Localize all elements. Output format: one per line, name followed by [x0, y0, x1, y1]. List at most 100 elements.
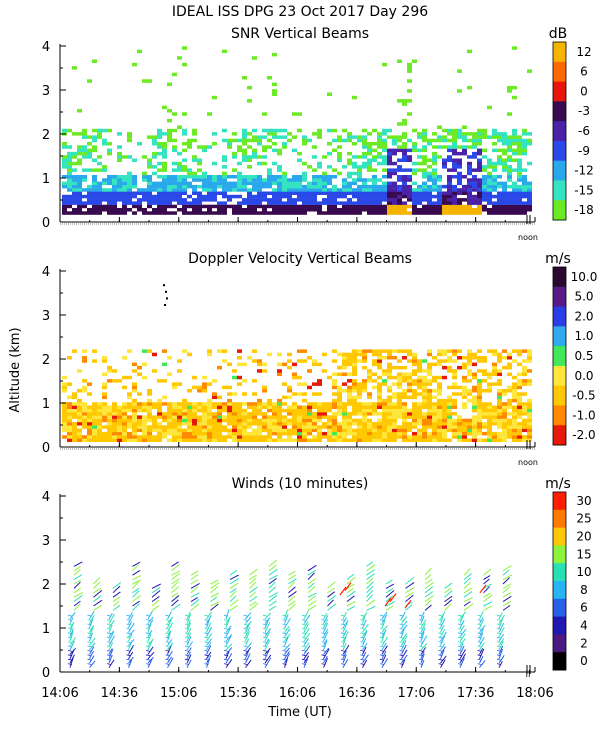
snr-cell: [262, 135, 267, 139]
wind-barb: [225, 625, 232, 633]
snr-cell: [232, 184, 237, 189]
doppler-cell: [517, 385, 522, 390]
doppler-cell: [312, 438, 317, 442]
doppler-cell: [347, 438, 352, 442]
panel-1-unit: dB: [549, 26, 568, 42]
snr-cell: [212, 132, 217, 136]
snr-cell: [362, 128, 367, 133]
snr-cell: [132, 204, 137, 209]
snr-cell: [187, 181, 192, 186]
snr-cell: [77, 132, 82, 136]
doppler-cell: [147, 438, 152, 442]
wind-barb: [381, 619, 386, 629]
snr-cell: [257, 178, 262, 182]
snr-cell: [407, 191, 412, 195]
snr-cell: [237, 211, 242, 215]
snr-cell: [422, 194, 427, 199]
snr-cell: [412, 194, 417, 199]
snr-cell: [337, 194, 342, 199]
snr-cell: [387, 171, 392, 176]
doppler-cell: [527, 425, 532, 429]
y-tick-label: 2: [42, 353, 50, 368]
wind-barb-tick: [87, 623, 92, 626]
doppler-cell: [127, 435, 132, 439]
doppler-cell: [117, 418, 122, 423]
doppler-cell: [202, 422, 207, 426]
doppler-cell: [242, 418, 247, 423]
snr-cell: [292, 175, 297, 179]
doppler-cell: [222, 415, 227, 419]
wind-barb: [327, 603, 337, 611]
y-tick-label: 3: [42, 534, 50, 549]
doppler-cell: [442, 359, 447, 363]
wind-barb-tick: [321, 650, 326, 652]
wind-barb: [108, 642, 114, 651]
doppler-cell: [212, 431, 217, 436]
doppler-cell: [417, 405, 422, 409]
snr-cell: [352, 201, 357, 205]
snr-cell: [457, 69, 462, 73]
snr-cell: [372, 201, 377, 205]
doppler-cell: [97, 418, 102, 423]
doppler-cell: [232, 422, 237, 426]
snr-cell: [472, 138, 477, 143]
snr-cell: [82, 175, 87, 179]
wind-barb-strong: [389, 593, 397, 602]
snr-cell: [442, 158, 447, 162]
doppler-cell: [327, 375, 332, 380]
snr-cell: [492, 194, 497, 199]
snr-cell: [207, 208, 212, 212]
doppler-cell: [442, 422, 447, 426]
snr-cell: [362, 138, 367, 143]
snr-cell: [182, 208, 187, 212]
wind-barb-tick: [165, 663, 170, 665]
doppler-cell: [487, 405, 492, 409]
snr-cell: [457, 89, 462, 93]
snr-cell: [422, 128, 427, 133]
snr-cell: [277, 211, 282, 215]
wind-barb: [381, 625, 389, 633]
doppler-cell: [447, 438, 452, 442]
doppler-cell: [267, 405, 272, 409]
snr-cell: [442, 165, 447, 169]
snr-cell: [277, 194, 282, 199]
snr-cell: [467, 204, 472, 209]
doppler-cell: [507, 356, 512, 360]
snr-cell: [87, 188, 92, 192]
snr-cell: [482, 155, 487, 159]
snr-cell: [357, 194, 362, 199]
doppler-cell: [337, 352, 342, 357]
doppler-cell: [427, 412, 432, 416]
doppler-cell: [122, 385, 127, 390]
doppler-cell: [137, 405, 142, 409]
snr-cell: [127, 198, 132, 202]
doppler-cell: [237, 418, 242, 423]
snr-cell: [527, 198, 532, 202]
doppler-cell: [397, 412, 402, 416]
snr-cell: [277, 175, 282, 179]
wind-barb: [108, 624, 113, 633]
snr-cell: [237, 148, 242, 153]
snr-cell: [237, 171, 242, 176]
wind-barb: [284, 658, 289, 668]
wind-barb: [151, 583, 161, 589]
snr-cell: [272, 132, 277, 136]
snr-cell: [352, 188, 357, 192]
panel-3-noon-marker: ll: [525, 670, 530, 680]
snr-cell: [127, 178, 132, 182]
doppler-cell: [142, 408, 147, 413]
wind-barb: [459, 657, 465, 668]
snr-cell: [382, 132, 387, 136]
doppler-cell: [357, 349, 362, 353]
snr-cell: [152, 208, 157, 212]
doppler-cell: [377, 425, 382, 429]
doppler-cell: [517, 362, 522, 367]
snr-cell: [177, 161, 182, 166]
doppler-cell: [222, 402, 227, 406]
doppler-cell: [342, 431, 347, 436]
snr-cell: [77, 109, 82, 113]
wind-barb: [268, 559, 278, 567]
snr-cell: [397, 158, 402, 162]
doppler-cell: [422, 395, 427, 400]
wind-barb: [323, 657, 329, 668]
